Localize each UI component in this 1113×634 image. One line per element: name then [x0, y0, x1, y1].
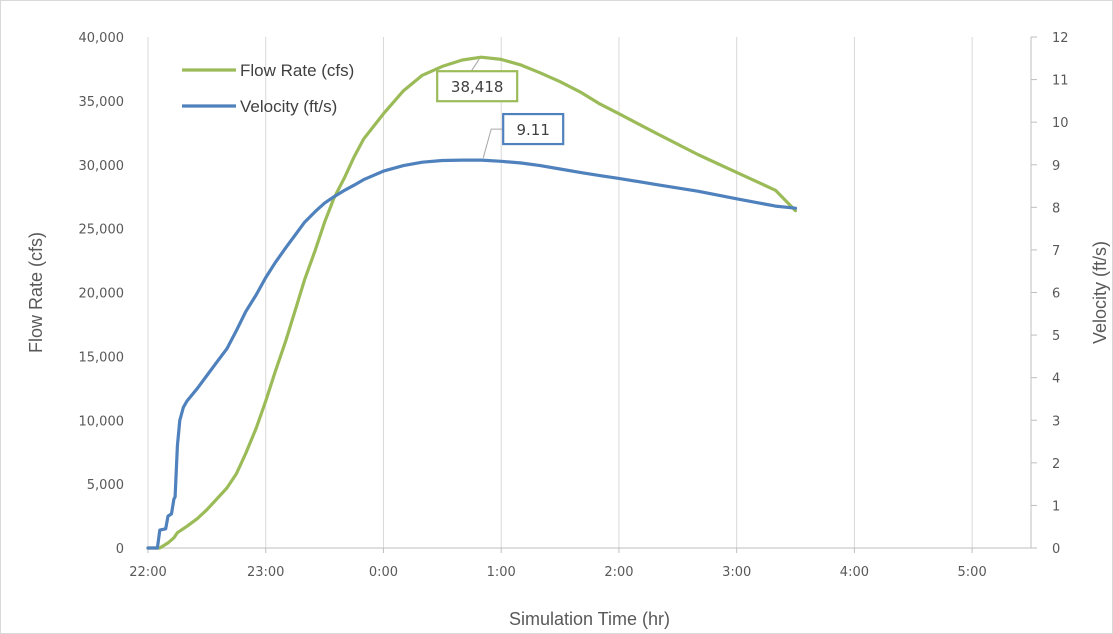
- right-y-axis-title: Velocity (ft/s): [1090, 241, 1110, 344]
- right-y-tick-label: 8: [1052, 201, 1060, 216]
- right-y-tick-label: 6: [1052, 287, 1060, 302]
- flow-peak-label-box: [436, 70, 519, 103]
- legend: Flow Rate (cfs) Velocity (ft/s): [182, 61, 354, 116]
- right-y-tick-label: 2: [1052, 457, 1060, 472]
- plot-area: [146, 55, 798, 550]
- left-y-tick-label: 20,000: [79, 287, 125, 302]
- velocity-peak-label: 9.11: [516, 121, 549, 139]
- right-y-tick-label: 9: [1052, 159, 1060, 174]
- velocity-peak-label-box: [502, 112, 565, 146]
- left-y-tick-label: 30,000: [79, 159, 125, 174]
- x-tick-label: 3:00: [722, 565, 751, 580]
- velocity-peak-leader-line: [482, 128, 504, 159]
- legend-velocity-label: Velocity (ft/s): [240, 97, 337, 116]
- x-axis-title: Simulation Time (hr): [509, 609, 670, 629]
- left-y-tick-label: 25,000: [79, 223, 125, 238]
- left-y-tick-label: 10,000: [79, 414, 125, 429]
- velocity-series-line: [146, 158, 798, 550]
- right-y-tick-label: 1: [1052, 499, 1060, 514]
- right-y-tick-label: 3: [1052, 414, 1060, 429]
- left-y-tick-label: 5,000: [87, 478, 124, 493]
- left-y-tick-label: 35,000: [79, 95, 125, 110]
- x-tick-label: 0:00: [369, 565, 398, 580]
- x-tick-label: 1:00: [487, 565, 516, 580]
- x-tick-label: 2:00: [604, 565, 633, 580]
- data-labels: 38,418 9.11: [436, 58, 565, 159]
- x-tick-label: 5:00: [958, 565, 987, 580]
- left-y-tick-label: 15,000: [79, 350, 125, 365]
- right-y-tick-label: 11: [1052, 74, 1069, 89]
- right-y-tick-label: 10: [1052, 116, 1069, 131]
- x-tick-label: 4:00: [840, 565, 869, 580]
- legend-flow-rate-label: Flow Rate (cfs): [240, 61, 354, 80]
- axes: 22:00 23:00 0:00 1:00 2:00 3:00 4:00 5:00 0 5,000…: [79, 31, 1069, 580]
- left-y-tick-label: 0: [116, 542, 124, 557]
- grid: [147, 37, 973, 548]
- x-tick-label: 23:00: [247, 565, 284, 580]
- x-tick-label: 22:00: [129, 565, 166, 580]
- right-y-tick-label: 12: [1052, 31, 1069, 46]
- left-y-tick-label: 40,000: [79, 31, 125, 46]
- right-y-tick-label: 5: [1052, 329, 1060, 344]
- flow-peak-label: 38,418: [451, 78, 504, 96]
- flow-peak-leader-line: [470, 58, 480, 72]
- right-y-tick-label: 0: [1052, 542, 1060, 557]
- flow-rate-series-line: [146, 55, 798, 550]
- left-y-axis-title: Flow Rate (cfs): [26, 232, 46, 353]
- right-y-tick-label: 7: [1052, 244, 1060, 259]
- right-y-tick-label: 4: [1052, 372, 1060, 387]
